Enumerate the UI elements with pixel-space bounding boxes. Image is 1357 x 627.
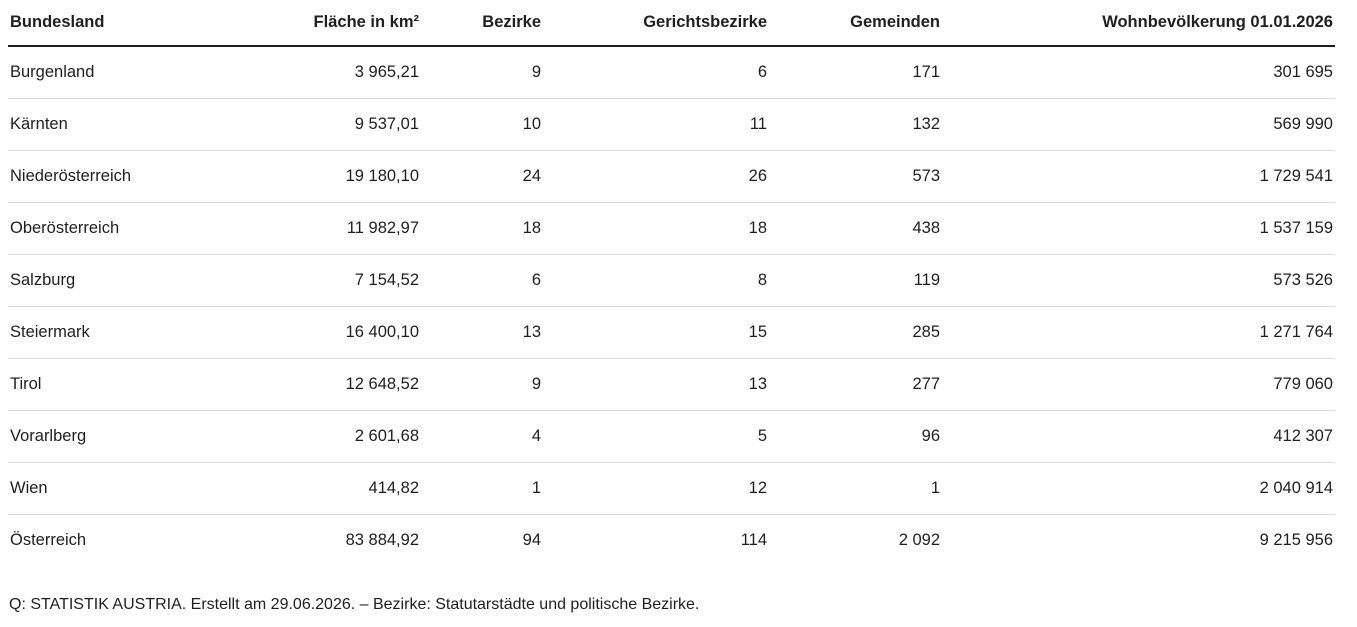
table-row: Oberösterreich 11 982,97 18 18 438 1 537… [8,202,1335,255]
cell-wohnbevoelkerung: 569 990 [942,98,1335,151]
cell-wohnbevoelkerung: 2 040 914 [942,462,1335,515]
cell-gemeinden: 171 [769,46,942,99]
cell-gemeinden: 573 [769,150,942,203]
column-header-gerichtsbezirke: Gerichtsbezirke [543,0,769,47]
cell-gerichtsbezirke: 6 [543,46,769,99]
table-row: Tirol 12 648,52 9 13 277 779 060 [8,358,1335,411]
bundeslaender-table: Bundesland Fläche in km² Bezirke Gericht… [8,0,1335,566]
cell-bundesland: Salzburg [8,254,221,307]
cell-bundesland: Kärnten [8,98,221,151]
cell-gerichtsbezirke: 15 [543,306,769,359]
table-row: Niederösterreich 19 180,10 24 26 573 1 7… [8,150,1335,203]
cell-flaeche: 19 180,10 [221,150,421,203]
cell-bezirke: 4 [421,410,543,463]
cell-bezirke: 6 [421,254,543,307]
table-row-total: Österreich 83 884,92 94 114 2 092 9 215 … [8,515,1335,567]
column-header-gemeinden: Gemeinden [769,0,942,47]
table-row: Burgenland 3 965,21 9 6 171 301 695 [8,46,1335,99]
cell-gemeinden: 277 [769,358,942,411]
cell-wohnbevoelkerung: 573 526 [942,254,1335,307]
cell-gemeinden: 2 092 [898,531,940,549]
table-row: Salzburg 7 154,52 6 8 119 573 526 [8,254,1335,307]
cell-gemeinden: 96 [769,410,942,463]
table-header-row: Bundesland Fläche in km² Bezirke Gericht… [8,0,1335,47]
table-row: Steiermark 16 400,10 13 15 285 1 271 764 [8,306,1335,359]
cell-wohnbevoelkerung: 779 060 [942,358,1335,411]
column-header-bundesland: Bundesland [8,0,221,47]
cell-flaeche: 83 884,92 [345,531,419,549]
cell-flaeche: 16 400,10 [221,306,421,359]
cell-wohnbevoelkerung: 1 271 764 [942,306,1335,359]
cell-bundesland: Österreich [10,531,87,549]
cell-bundesland: Tirol [8,358,221,411]
cell-bundesland: Wien [8,462,221,515]
table-row: Wien 414,82 1 12 1 2 040 914 [8,462,1335,515]
source-note: Q: STATISTIK AUSTRIA. Erstellt am 29.06.… [9,596,700,613]
cell-wohnbevoelkerung: 301 695 [942,46,1335,99]
cell-bezirke: 13 [421,306,543,359]
table-row: Kärnten 9 537,01 10 11 132 569 990 [8,98,1335,151]
cell-bundesland: Burgenland [8,46,221,99]
cell-gerichtsbezirke: 12 [543,462,769,515]
cell-flaeche: 11 982,97 [221,202,421,255]
cell-bundesland: Steiermark [8,306,221,359]
cell-gemeinden: 285 [769,306,942,359]
cell-gemeinden: 119 [769,254,942,307]
cell-bezirke: 18 [421,202,543,255]
column-header-flaeche: Fläche in km² [221,0,421,47]
cell-flaeche: 7 154,52 [221,254,421,307]
table-row: Vorarlberg 2 601,68 4 5 96 412 307 [8,410,1335,463]
cell-bezirke: 94 [522,531,541,549]
cell-flaeche: 414,82 [221,462,421,515]
cell-bundesland: Oberösterreich [8,202,221,255]
cell-flaeche: 9 537,01 [221,98,421,151]
cell-gerichtsbezirke: 18 [543,202,769,255]
cell-gerichtsbezirke: 11 [543,98,769,151]
cell-gerichtsbezirke: 114 [740,531,767,549]
cell-bezirke: 1 [421,462,543,515]
cell-bezirke: 9 [421,46,543,99]
cell-wohnbevoelkerung: 412 307 [942,410,1335,463]
cell-flaeche: 2 601,68 [221,410,421,463]
column-header-wohnbevoelkerung: Wohnbevölkerung 01.01.2026 [942,0,1335,47]
cell-gemeinden: 438 [769,202,942,255]
cell-gerichtsbezirke: 5 [543,410,769,463]
cell-bundesland: Niederösterreich [8,150,221,203]
cell-wohnbevoelkerung: 1 729 541 [942,150,1335,203]
cell-gerichtsbezirke: 8 [543,254,769,307]
cell-gemeinden: 1 [769,462,942,515]
cell-flaeche: 12 648,52 [221,358,421,411]
cell-gemeinden: 132 [769,98,942,151]
cell-gerichtsbezirke: 13 [543,358,769,411]
cell-gerichtsbezirke: 26 [543,150,769,203]
cell-bezirke: 9 [421,358,543,411]
cell-flaeche: 3 965,21 [221,46,421,99]
cell-bundesland: Vorarlberg [8,410,221,463]
cell-wohnbevoelkerung: 1 537 159 [942,202,1335,255]
cell-wohnbevoelkerung: 9 215 956 [1259,531,1333,549]
column-header-bezirke: Bezirke [421,0,543,47]
cell-bezirke: 24 [421,150,543,203]
cell-bezirke: 10 [421,98,543,151]
